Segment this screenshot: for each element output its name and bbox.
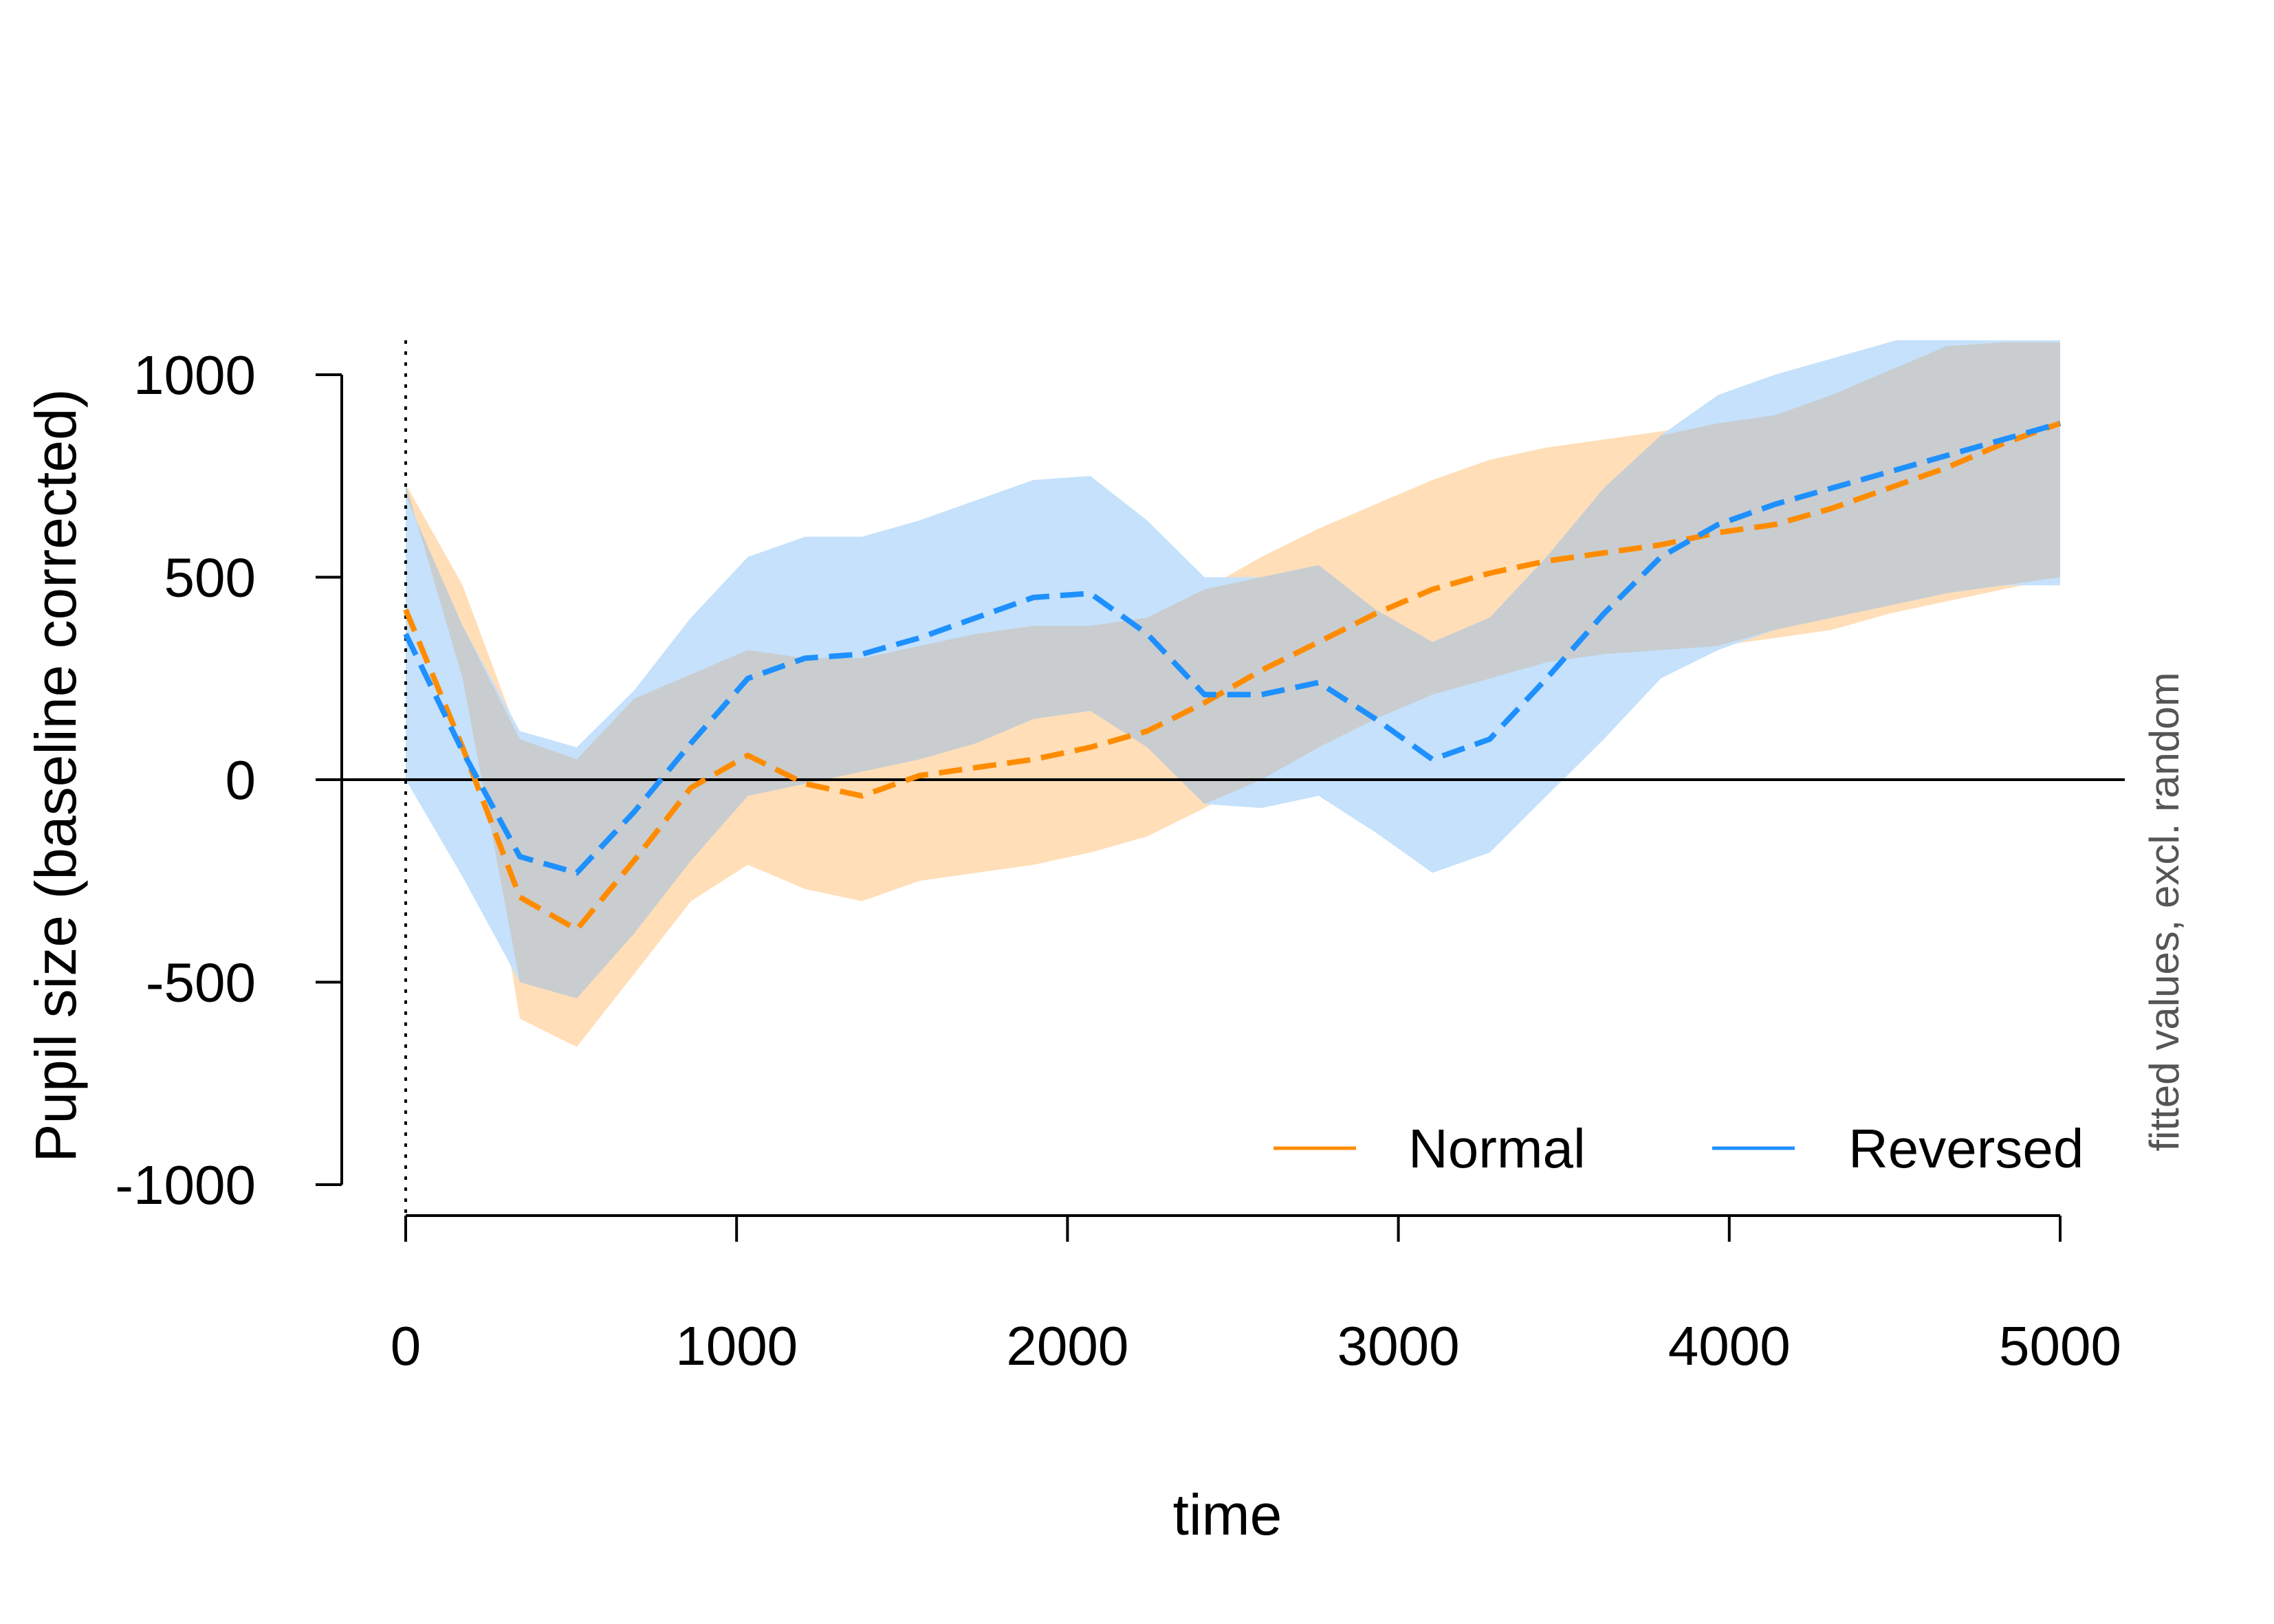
- x-axis-title: time: [1173, 1482, 1282, 1547]
- band-overlap-area: [406, 342, 2060, 999]
- x-tick-label: 2000: [1006, 1315, 1128, 1376]
- y-tick-label: -500: [146, 952, 256, 1013]
- legend: Normal Reversed: [1273, 1118, 2084, 1179]
- x-tick-label: 4000: [1668, 1315, 1791, 1376]
- y-tick-label: 1000: [133, 344, 256, 406]
- x-tick-label: 0: [391, 1315, 422, 1376]
- y-axis: -1000 -500 0 500 1000: [115, 344, 343, 1216]
- band-overlap: [406, 342, 2060, 999]
- x-axis: 0 1000 2000 3000 4000 5000: [391, 1214, 2121, 1376]
- legend-label-reversed: Reversed: [1848, 1118, 2084, 1179]
- y-axis-title: Pupil size (baseline corrected): [23, 388, 88, 1162]
- series-lines: [403, 420, 2062, 932]
- y-tick-label: -1000: [115, 1154, 256, 1216]
- x-tick-label: 3000: [1337, 1315, 1460, 1376]
- y-tick-label: 0: [226, 749, 256, 811]
- x-tick-label: 5000: [1999, 1315, 2121, 1376]
- line-reversed: [403, 420, 2062, 876]
- x-tick-label: 1000: [675, 1315, 798, 1376]
- side-note: fitted values, excl. random: [2141, 672, 2187, 1151]
- legend-label-normal: Normal: [1408, 1118, 1586, 1179]
- y-tick-label: 500: [164, 547, 256, 608]
